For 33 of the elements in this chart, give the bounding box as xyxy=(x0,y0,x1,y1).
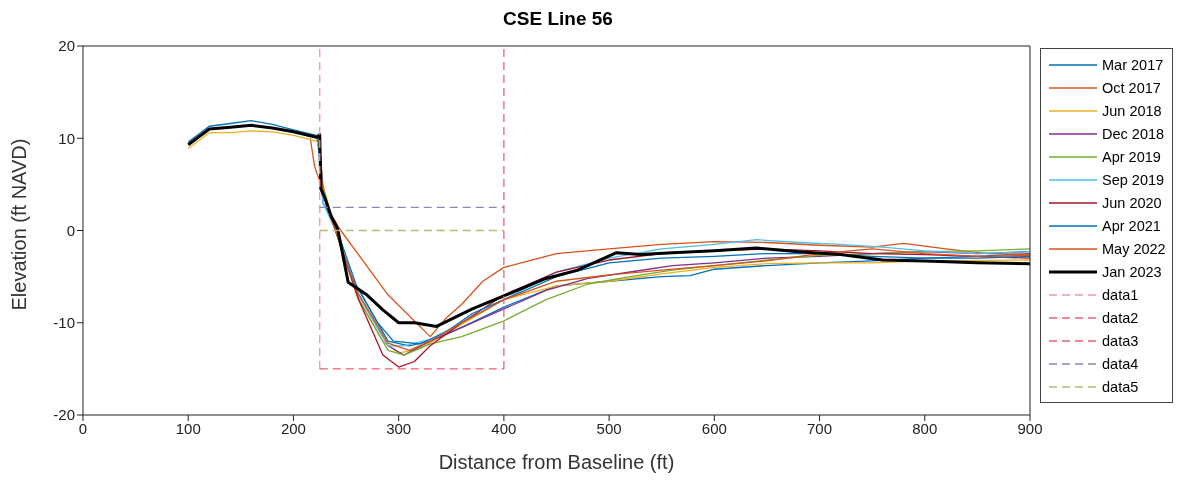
legend-label: data4 xyxy=(1102,355,1139,372)
chart-title: CSE Line 56 xyxy=(503,8,613,29)
legend-label: Sep 2019 xyxy=(1102,171,1165,188)
legend-label: May 2022 xyxy=(1102,240,1166,257)
x-tick-label: 800 xyxy=(912,419,938,437)
y-axis-title: Elevation (ft NAVD) xyxy=(8,138,31,311)
legend-label: data3 xyxy=(1102,332,1139,349)
legend-label: Mar 2017 xyxy=(1102,56,1164,73)
x-tick-label: 700 xyxy=(807,419,833,437)
legend-label: data2 xyxy=(1102,309,1139,326)
x-tick-label: 200 xyxy=(280,419,306,437)
y-tick-label: -20 xyxy=(53,406,75,424)
legend-label: Jun 2018 xyxy=(1102,102,1162,119)
x-tick-label: 100 xyxy=(175,419,201,437)
x-tick-label: 600 xyxy=(701,419,727,437)
x-tick-label: 0 xyxy=(78,419,88,437)
y-tick-label: 20 xyxy=(58,37,75,55)
legend-label: Jan 2023 xyxy=(1102,263,1162,280)
legend-label: Apr 2021 xyxy=(1102,217,1161,234)
legend-label: data5 xyxy=(1102,378,1139,395)
y-tick-label: 0 xyxy=(66,221,75,239)
legend-label: Dec 2018 xyxy=(1102,125,1165,142)
legend-label: Apr 2019 xyxy=(1102,148,1161,165)
legend-label: data1 xyxy=(1102,286,1139,303)
y-tick-label: -10 xyxy=(53,314,75,332)
legend-label: Jun 2020 xyxy=(1102,194,1162,211)
legend-label: Oct 2017 xyxy=(1102,79,1161,96)
x-tick-label: 300 xyxy=(386,419,412,437)
y-tick-label: 10 xyxy=(58,129,75,147)
x-tick-label: 400 xyxy=(491,419,517,437)
x-tick-label: 500 xyxy=(596,419,622,437)
x-axis-title: Distance from Baseline (ft) xyxy=(438,451,675,473)
x-tick-label: 900 xyxy=(1017,419,1043,437)
